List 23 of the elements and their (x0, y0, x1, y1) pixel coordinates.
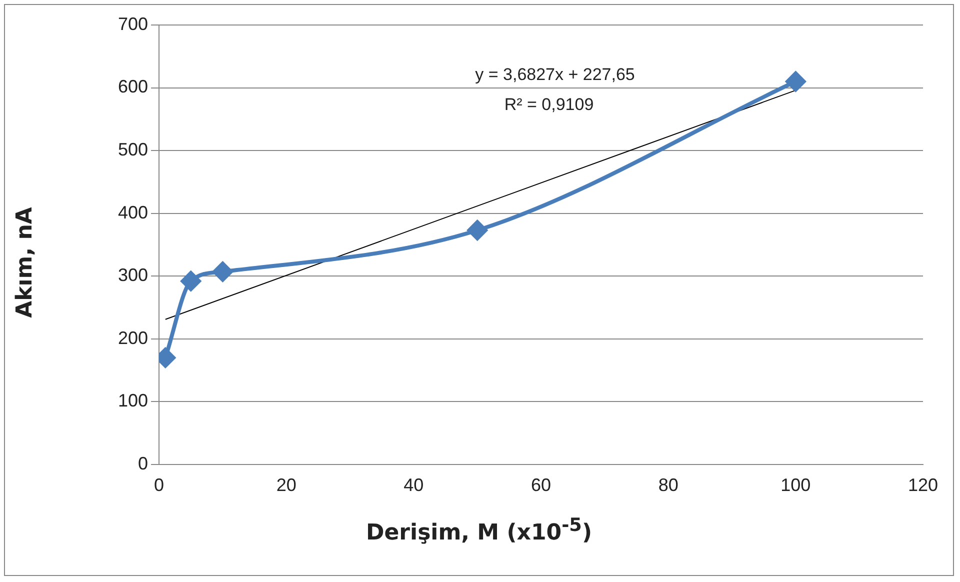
x-tick-label: 120 (908, 475, 938, 496)
y-tick-label: 300 (118, 265, 148, 286)
x-axis-title: Derişim, M (x10$^{-5}$) (365, 515, 593, 546)
point (467, 220, 488, 240)
point (180, 271, 201, 292)
x-tick-label: 80 (658, 475, 678, 496)
x-tick-label: 60 (531, 475, 552, 496)
y-tick-label: 500 (118, 140, 148, 160)
x-tick-label: 100 (780, 475, 811, 496)
x-tick-label: 40 (404, 475, 424, 496)
point (786, 71, 806, 92)
annotation: R² = 0,9109 (504, 95, 594, 114)
point (212, 262, 233, 282)
y-tick-label: 200 (118, 328, 148, 348)
y-tick-label: 400 (118, 202, 148, 222)
x-tick-label: 20 (276, 475, 296, 496)
annotation: y = 3,6827x + 227,65 (475, 65, 635, 84)
x-tick-label: 0 (154, 475, 164, 496)
y-axis-title: Akım, nA (12, 206, 38, 320)
y-tick-label: 600 (118, 76, 148, 97)
y-tick-label: 100 (118, 390, 148, 411)
y-tick-label: 0 (138, 453, 148, 474)
y-tick-label: 700 (118, 14, 148, 34)
